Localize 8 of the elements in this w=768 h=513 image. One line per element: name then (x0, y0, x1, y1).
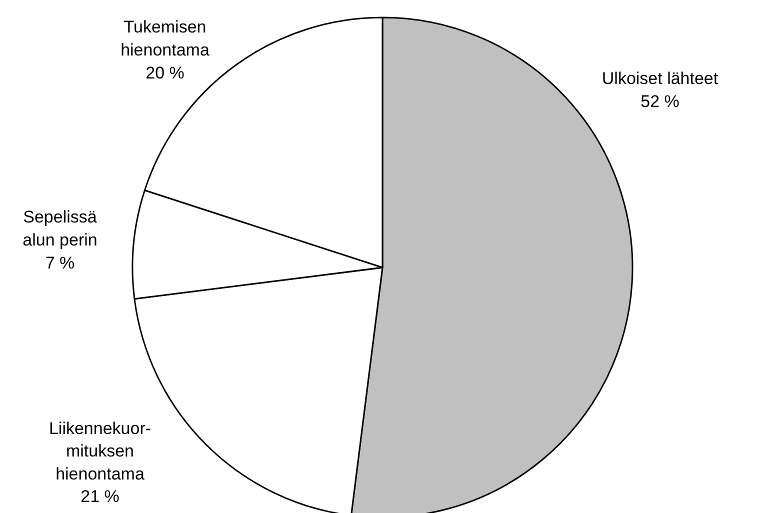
data-label: 7 % (45, 253, 75, 272)
slice-label: Sepelissä alun perin (22, 208, 98, 250)
slice-label: Liikennekuor- mituksen hienontama (48, 418, 152, 484)
data-label: 20 % (146, 63, 184, 82)
data-label: 21 % (80, 487, 120, 506)
slice-label: Ulkoiset lähteet (602, 69, 718, 88)
slice-label: Tukemisen hienontama (120, 18, 210, 60)
data-label: 52 % (640, 92, 680, 111)
